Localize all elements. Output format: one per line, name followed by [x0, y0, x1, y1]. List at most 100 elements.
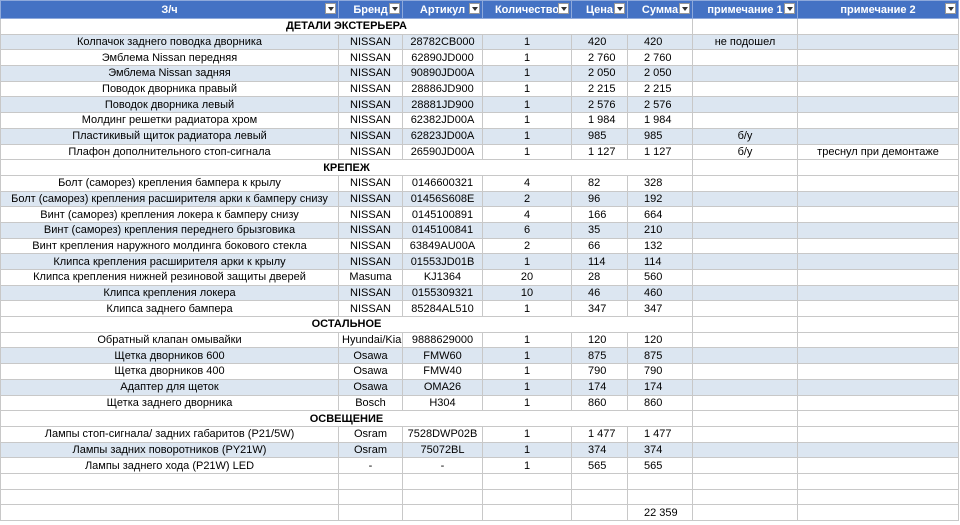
table-row: Лампы задних поворотников (PY21W) Osram 75…: [0, 441, 959, 459]
cell-note1: [692, 237, 798, 255]
table-row: Клипса крепления расширителя арки к крыл…: [0, 253, 959, 270]
table-row: Щетка дворников 400 Osawa FMW40 1 790 790: [0, 363, 959, 380]
cell-sum: 2 576: [627, 96, 693, 114]
cell-article: [402, 472, 483, 490]
header-row: З/ч Бренд Артикул Количество Цена Сумма примеч…: [0, 0, 959, 19]
cell: [692, 410, 798, 427]
cell-price: 1 984: [571, 112, 628, 129]
cell-qty: 1: [482, 49, 572, 67]
cell-article: 0145100841: [402, 221, 483, 239]
cell-article: 90890JD00A: [402, 65, 483, 82]
cell-name: Винт (саморез) крепления переднего брызг…: [0, 221, 339, 239]
cell-price: 420: [571, 33, 628, 51]
cell-note1: [692, 96, 798, 114]
cell-brand: NISSAN: [338, 237, 403, 255]
cell-note1: не подошел: [692, 33, 798, 51]
section-title: ДЕТАЛИ ЭКСТЕРЬЕРА: [0, 18, 693, 35]
header-text: З/ч: [161, 3, 178, 16]
cell-name: [0, 504, 339, 521]
cell-sum: 1 127: [627, 143, 693, 161]
cell-sum: 420: [627, 33, 693, 51]
cell: [692, 18, 798, 35]
cell-price: 120: [571, 331, 628, 349]
cell-note1: [692, 174, 798, 192]
cell-sum: 790: [627, 363, 693, 380]
cell-article: 63849AU00A: [402, 237, 483, 255]
column-header: Сумма: [627, 0, 693, 19]
cell-note1: [692, 363, 798, 380]
cell-article: 62823JD00A: [402, 127, 483, 145]
filter-button[interactable]: [469, 3, 480, 14]
cell-price: 2 050: [571, 65, 628, 82]
cell-note2: [797, 49, 959, 67]
filter-button[interactable]: [325, 3, 336, 14]
cell-note2: [797, 190, 959, 208]
cell-sum: 132: [627, 237, 693, 255]
cell-sum: 174: [627, 378, 693, 396]
cell-price: 374: [571, 441, 628, 459]
table-body: ДЕТАЛИ ЭКСТЕРЬЕРА Колпачок заднего поводк…: [0, 18, 959, 521]
cell-note1: [692, 472, 798, 490]
cell-price: [571, 504, 628, 521]
cell-sum: 328: [627, 174, 693, 192]
table-row: Поводок дворника правый NISSAN 28886JD900 1…: [0, 80, 959, 98]
cell-qty: 1: [482, 112, 572, 129]
cell-qty: 1: [482, 65, 572, 82]
filter-button[interactable]: [784, 3, 795, 14]
table-row: Болт (саморез) крепления расширителя арк…: [0, 190, 959, 208]
filter-button[interactable]: [614, 3, 625, 14]
cell: [797, 410, 959, 427]
cell-price: 35: [571, 221, 628, 239]
cell-sum: 560: [627, 269, 693, 286]
cell-price: 114: [571, 253, 628, 270]
filter-button[interactable]: [679, 3, 690, 14]
table-row: Болт (саморез) крепления бампера к крылу…: [0, 174, 959, 192]
cell-name: Лампы стоп-сигнала/ задних габаритов (P2…: [0, 425, 339, 443]
cell-note1: [692, 331, 798, 349]
cell-name: Клипса крепления нижней резиновой защиты…: [0, 269, 339, 286]
cell-note1: [692, 394, 798, 412]
cell-brand: NISSAN: [338, 253, 403, 270]
cell-brand: NISSAN: [338, 33, 403, 51]
cell-note2: [797, 80, 959, 98]
cell-name: Клипса крепления расширителя арки к крыл…: [0, 253, 339, 270]
cell-name: Клипса заднего бампера: [0, 300, 339, 318]
filter-button[interactable]: [945, 3, 956, 14]
cell-brand: NISSAN: [338, 80, 403, 98]
cell-note1: [692, 65, 798, 82]
cell-name: Лампы заднего хода (P21W) LED: [0, 457, 339, 474]
cell-sum: 1 477: [627, 425, 693, 443]
cell-name: Колпачок заднего поводка дворника: [0, 33, 339, 51]
filter-button[interactable]: [389, 3, 400, 14]
table-row: Лампы заднего хода (P21W) LED - -1 565 565: [0, 457, 959, 474]
column-header: Цена: [571, 0, 628, 19]
table-row: Молдинг решетки радиатора хром NISSAN 6238…: [0, 112, 959, 129]
cell-brand: Hyundai/Kia: [338, 331, 403, 349]
cell-brand: Osawa: [338, 347, 403, 365]
cell-sum: 985: [627, 127, 693, 145]
cell-brand: [338, 472, 403, 490]
cell-name: Щетка дворников 400: [0, 363, 339, 380]
cell-sum: 460: [627, 284, 693, 302]
cell-sum: 347: [627, 300, 693, 318]
section-title: КРЕПЕЖ: [0, 159, 693, 176]
table-row: Обратный клапан омывайки Hyundai/Kia 98886…: [0, 331, 959, 349]
cell-note2: [797, 65, 959, 82]
cell-qty: 1: [482, 253, 572, 270]
table-row: Винт крепления наружного молдинга боково…: [0, 237, 959, 255]
cell-name: Молдинг решетки радиатора хром: [0, 112, 339, 129]
table-row: ОСВЕЩЕНИЕ: [0, 410, 959, 427]
cell-article: 0146600321: [402, 174, 483, 192]
table-row: Лампы стоп-сигнала/ задних габаритов (P2…: [0, 425, 959, 443]
cell-article: 62382JD00A: [402, 112, 483, 129]
cell-article: 28886JD900: [402, 80, 483, 98]
cell-sum: 860: [627, 394, 693, 412]
cell-article: 85284AL510: [402, 300, 483, 318]
cell-note2: [797, 347, 959, 365]
cell-price: 28: [571, 269, 628, 286]
header-text: Цена: [585, 3, 614, 16]
filter-button[interactable]: [558, 3, 569, 14]
table-row: Клипса заднего бампера NISSAN 85284AL510 1 3…: [0, 300, 959, 318]
cell-name: Щетка заднего дворника: [0, 394, 339, 412]
